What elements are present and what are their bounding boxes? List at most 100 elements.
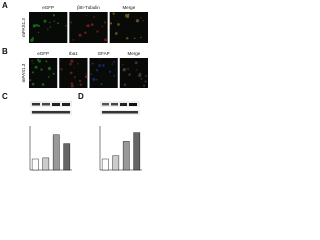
cell-signal [29, 79, 32, 82]
cell-signal [37, 31, 40, 34]
cell-signal [95, 69, 97, 71]
cell-signal [36, 58, 40, 62]
bar [42, 157, 50, 171]
micrograph [69, 12, 108, 43]
cell-signal [104, 21, 107, 24]
blot-d [100, 101, 140, 115]
cell-signal [140, 77, 143, 80]
column-header: GFAP [98, 51, 110, 56]
blot-c [30, 101, 72, 115]
micrograph [29, 58, 58, 88]
cell-signal [98, 59, 100, 61]
cell-signal [72, 39, 75, 41]
micrograph [89, 58, 118, 88]
cell-signal [73, 76, 76, 79]
cell-signal [49, 21, 51, 24]
cell-signal [79, 83, 83, 86]
cell-signal [73, 67, 75, 69]
cell-signal [37, 24, 40, 27]
cell-signal [69, 71, 73, 75]
bar [52, 134, 60, 171]
cell-signal [47, 28, 49, 30]
bar [63, 143, 71, 171]
micrograph [59, 58, 88, 88]
cell-signal [122, 67, 127, 72]
cell-signal [122, 64, 124, 66]
cell-signal [135, 19, 140, 23]
cell-signal [70, 82, 74, 86]
cell-signal [96, 30, 99, 33]
cell-signal [109, 22, 113, 25]
cell-signal [33, 63, 35, 65]
cell-signal [70, 21, 73, 24]
cell-signal [34, 65, 38, 69]
cell-signal [112, 12, 115, 15]
cell-signal [86, 24, 90, 28]
cell-signal [98, 64, 101, 67]
cell-signal [123, 83, 127, 87]
cell-signal [45, 60, 48, 63]
cell-signal [128, 73, 131, 76]
cell-signal [100, 82, 103, 86]
cell-signal [126, 15, 130, 19]
cell-signal [35, 23, 39, 27]
cell-signal [85, 76, 87, 79]
cell-signal [127, 13, 130, 16]
row-label: mPAS1.3 [21, 63, 26, 82]
cell-signal [32, 24, 37, 28]
cell-signal [70, 59, 74, 63]
cell-signal [113, 60, 116, 63]
column-header: βIII-Tubulin [77, 5, 100, 10]
cell-signal [84, 72, 86, 74]
cell-signal [126, 37, 129, 40]
cell-signal [69, 62, 72, 66]
cell-signal [31, 60, 33, 62]
panel-label: B [2, 47, 8, 56]
cell-signal [90, 23, 94, 27]
cell-signal [78, 79, 82, 83]
cell-signal [77, 62, 79, 65]
column-header: eGFP [37, 51, 49, 56]
cell-signal [70, 84, 74, 88]
cell-signal [103, 38, 108, 42]
panel-label: D [78, 92, 84, 101]
micrograph [29, 12, 68, 43]
cell-signal [52, 14, 55, 17]
cell-signal [93, 16, 95, 18]
bar [133, 132, 141, 171]
cell-signal [57, 22, 59, 25]
cell-signal [40, 68, 43, 71]
row-label: mPAS1.3 [21, 18, 26, 37]
cell-signal [92, 77, 96, 81]
cell-signal [31, 71, 34, 74]
cell-signal [134, 61, 138, 65]
bar [101, 158, 109, 171]
cell-signal [84, 31, 87, 35]
cell-signal [145, 75, 147, 77]
cell-signal [41, 83, 45, 86]
column-header: eGFP [42, 5, 54, 10]
cell-signal [78, 33, 82, 37]
cell-signal [127, 67, 129, 70]
cell-signal [136, 69, 138, 71]
panel-label: C [2, 92, 8, 101]
cell-signal [101, 25, 104, 28]
micrograph [119, 58, 148, 88]
cell-signal [108, 70, 112, 73]
cell-signal [95, 78, 98, 81]
cell-signal [49, 26, 52, 28]
cell-signal [144, 80, 147, 83]
cell-signal [31, 82, 35, 86]
cell-signal [114, 32, 118, 35]
cell-signal [86, 15, 88, 17]
cell-signal [53, 20, 56, 22]
cell-signal [117, 23, 120, 26]
cell-signal [91, 62, 94, 65]
bar [122, 141, 130, 171]
bar [31, 158, 39, 171]
column-header: Iba1 [69, 51, 78, 56]
cell-signal [85, 24, 88, 27]
bar [112, 155, 120, 171]
cell-signal [60, 68, 63, 71]
